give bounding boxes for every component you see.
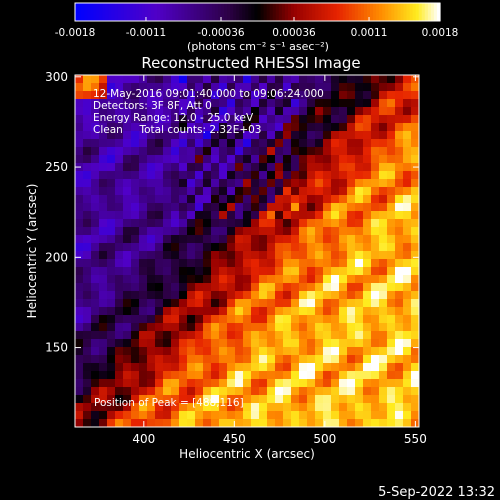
annotation-time-range: 12-May-2016 09:01:40.000 to 09:06:24.000 — [93, 88, 324, 100]
colorbar-tick-label: 0.0011 — [351, 27, 388, 39]
colorbar-unit-label: (photons cm⁻² s⁻¹ asec⁻²) — [187, 40, 329, 53]
x-tick-label: 400 — [132, 432, 155, 446]
colorbar-tick-label: -0.0018 — [55, 27, 96, 39]
plot-frame — [74, 74, 420, 428]
y-tick-label: 250 — [45, 160, 68, 174]
x-tick-label: 450 — [223, 432, 246, 446]
x-tick-label: 550 — [404, 432, 427, 446]
y-tick-label: 150 — [45, 341, 68, 355]
x-tick-label: 500 — [313, 432, 336, 446]
x-axis-label: Heliocentric X (arcsec) — [179, 447, 315, 461]
peak-position-label: Position of Peak = [488,116] — [94, 397, 244, 409]
y-axis-label: Heliocentric Y (arcsec) — [25, 184, 39, 319]
timestamp: 5-Sep-2022 13:32 — [378, 485, 495, 500]
chart-title: Reconstructed RHESSI Image — [141, 54, 360, 72]
y-tick-label: 300 — [45, 70, 68, 84]
annotation-clean-counts: Clean Total counts: 2.32E+03 — [93, 124, 262, 136]
colorbar-tick-label: 0.00036 — [272, 27, 316, 39]
colorbar-tick-label: -0.00036 — [197, 27, 245, 39]
annotation-detectors: Detectors: 3F 8F, Att 0 — [93, 100, 212, 112]
observation-info: 12-May-2016 09:01:40.000 to 09:06:24.000… — [93, 88, 324, 136]
y-tick-label: 200 — [45, 250, 68, 264]
heatmap-image — [75, 75, 420, 428]
colorbar: -0.0018 -0.0011 -0.00036 0.00036 0.0011 0.001… — [55, 2, 459, 53]
annotation-energy-range: Energy Range: 12.0 - 25.0 keV — [93, 112, 254, 124]
colorbar-tick-label: 0.0018 — [422, 27, 459, 39]
colorbar-tick-label: -0.0011 — [126, 27, 167, 39]
